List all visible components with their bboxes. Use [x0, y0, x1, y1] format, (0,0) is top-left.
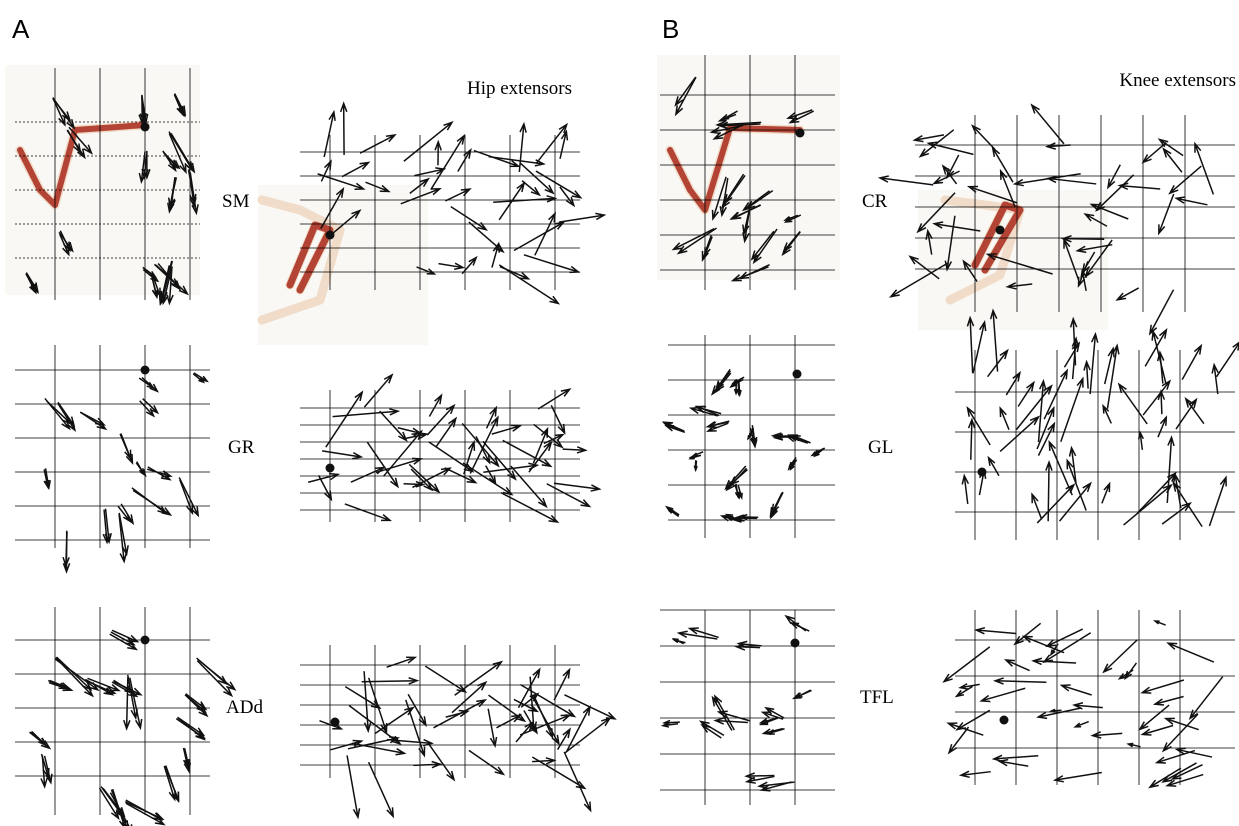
hip-joint — [326, 231, 335, 240]
hip-joint — [326, 464, 335, 473]
hip-joint — [793, 370, 802, 379]
hip-joint — [996, 226, 1005, 235]
muscle-label: TFL — [860, 687, 894, 708]
muscle-label: ADd — [226, 697, 263, 718]
hip-joint — [791, 639, 800, 648]
hip-joint — [331, 718, 340, 727]
hip-joint — [1000, 716, 1009, 725]
hip-joint — [141, 636, 150, 645]
panel-label: B — [662, 14, 679, 44]
panel-title: Knee extensors — [1119, 70, 1236, 91]
muscle-label: GL — [868, 437, 893, 458]
muscle-label: CR — [862, 191, 888, 212]
panel-title: Hip extensors — [467, 78, 572, 99]
panel-label: A — [12, 14, 30, 44]
figure: A B Hip extensors Knee extensors SM GR A… — [0, 0, 1239, 826]
muscle-label: GR — [228, 437, 255, 458]
hip-joint — [978, 468, 987, 477]
hip-joint — [796, 129, 805, 138]
limb-backdrop — [657, 55, 840, 280]
hip-joint — [141, 366, 150, 375]
hip-joint — [141, 123, 150, 132]
muscle-label: SM — [222, 191, 250, 212]
